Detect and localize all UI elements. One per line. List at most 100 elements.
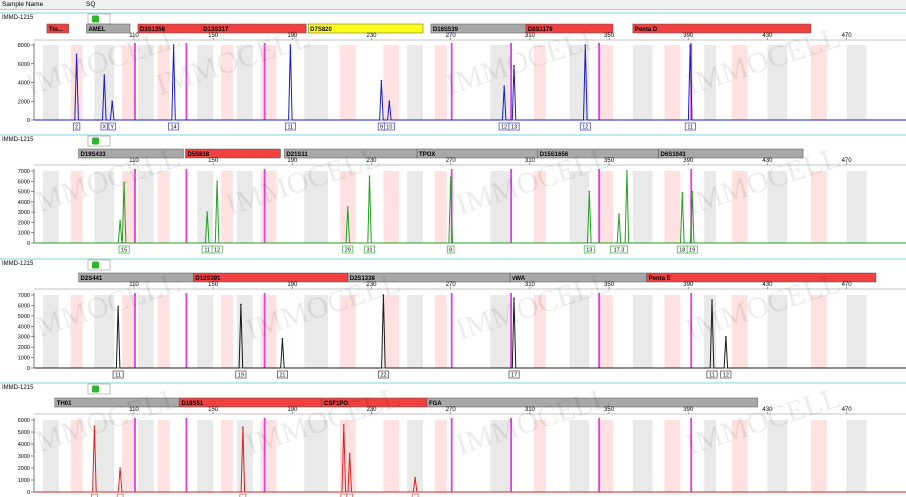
- allele-call-box[interactable]: [447, 245, 455, 254]
- allele-bin: [767, 295, 788, 368]
- marker-d5s818[interactable]: [185, 148, 281, 159]
- peak-mark: [348, 452, 351, 455]
- allele-bin: [407, 295, 423, 368]
- allele-bin: [339, 45, 356, 120]
- marker-penta-d[interactable]: [632, 23, 812, 34]
- y-tick-label: 5000: [18, 430, 30, 436]
- x-tick-label: 190: [287, 282, 298, 288]
- allele-call-box[interactable]: [364, 245, 375, 254]
- allele-call-box[interactable]: [211, 245, 223, 254]
- peak-mark: [588, 190, 591, 193]
- x-tick-label: 230: [367, 33, 378, 39]
- allele-call-box[interactable]: [284, 122, 296, 131]
- y-tick-label: 8000: [18, 43, 30, 49]
- allele-call-label: 12: [723, 373, 729, 379]
- x-tick-label: 270: [446, 158, 457, 164]
- allele-call-box[interactable]: [686, 245, 698, 254]
- allele-bin: [70, 295, 83, 368]
- y-tick-label: 0: [27, 490, 30, 496]
- allele-call-box[interactable]: [684, 122, 696, 131]
- allele-call-box[interactable]: [508, 122, 520, 131]
- allele-call-box[interactable]: [411, 493, 419, 497]
- marker-d8s1179[interactable]: [525, 23, 614, 34]
- sq-column-header[interactable]: SQ: [86, 1, 96, 8]
- peak-mark: [618, 213, 620, 215]
- sample-name-column-header[interactable]: Sample Name: [2, 1, 44, 8]
- allele-call-box[interactable]: [91, 493, 98, 497]
- marker-d6s1043[interactable]: [658, 148, 804, 159]
- x-tick-label: 230: [367, 158, 378, 164]
- y-tick-label: 4000: [18, 442, 30, 448]
- marker-d13s317[interactable]: [201, 23, 307, 34]
- allele-call-box[interactable]: [342, 245, 354, 254]
- allele-bin: [767, 45, 788, 120]
- marker-d19s433[interactable]: [78, 148, 184, 159]
- allele-bin: [407, 420, 423, 492]
- allele-bin: [383, 45, 400, 120]
- allele-call-box[interactable]: [346, 493, 354, 497]
- allele-bin: [597, 420, 614, 492]
- allele-bin: [70, 171, 83, 243]
- allele-call-box[interactable]: [609, 245, 628, 254]
- marker-label: D5S818: [187, 152, 209, 158]
- allele-call-box[interactable]: [340, 493, 348, 497]
- allele-call-box[interactable]: [720, 370, 732, 379]
- x-tick-label: 390: [683, 282, 694, 288]
- allele-call-box[interactable]: [72, 122, 81, 131]
- marker-label: Penta E: [649, 276, 671, 282]
- allele-call-label: 17: [511, 373, 517, 379]
- watermark-text: IMMOCELL: [452, 381, 614, 462]
- x-tick-label: 470: [842, 407, 853, 413]
- marker-label: D2S441: [81, 276, 103, 282]
- allele-bin: [704, 420, 716, 492]
- allele-bin: [122, 295, 134, 368]
- allele-call-box[interactable]: [706, 370, 718, 379]
- peak-mark: [103, 74, 106, 76]
- allele-call-box[interactable]: [100, 122, 108, 131]
- marker-label: D19S433: [81, 152, 107, 158]
- allele-call-box[interactable]: [235, 370, 247, 379]
- play-icon[interactable]: [92, 15, 99, 23]
- allele-call-box[interactable]: [112, 370, 124, 379]
- marker-tio-[interactable]: [46, 23, 69, 34]
- peak-mark: [240, 303, 242, 306]
- play-icon[interactable]: [92, 385, 99, 393]
- allele-call-box[interactable]: [377, 370, 389, 379]
- allele-call-box[interactable]: [579, 122, 591, 131]
- x-tick-label: 470: [842, 282, 853, 288]
- y-tick-label: 3000: [18, 210, 30, 216]
- allele-call-box[interactable]: [108, 122, 116, 131]
- peak-mark: [691, 190, 694, 193]
- allele-call-box[interactable]: [239, 493, 247, 497]
- allele-call-box[interactable]: [118, 245, 130, 254]
- peak-mark: [513, 297, 515, 299]
- marker-amel[interactable]: [86, 23, 131, 34]
- x-tick-label: 270: [446, 282, 457, 288]
- y-tick-label: 1000: [18, 356, 30, 362]
- marker-fga[interactable]: [426, 397, 758, 408]
- signal-trace: [35, 170, 906, 244]
- allele-call-box[interactable]: [277, 370, 288, 379]
- allele-call-box[interactable]: [116, 493, 124, 497]
- x-tick-label: 150: [208, 407, 219, 413]
- play-icon[interactable]: [92, 137, 99, 145]
- allele-call-label: X: [102, 125, 106, 131]
- allele-bin: [122, 45, 134, 120]
- x-tick-label: 310: [525, 282, 536, 288]
- allele-call-box[interactable]: [383, 122, 395, 131]
- allele-bin: [383, 171, 400, 243]
- play-icon[interactable]: [92, 261, 99, 269]
- allele-call-box[interactable]: [168, 122, 179, 131]
- allele-bin: [846, 45, 867, 120]
- y-tick-label: 1000: [18, 478, 30, 484]
- allele-call-label: 19: [238, 373, 244, 379]
- allele-bin: [122, 420, 134, 492]
- allele-call-box[interactable]: [583, 245, 595, 254]
- allele-bin: [197, 420, 214, 492]
- marker-d7s820[interactable]: [307, 23, 424, 34]
- allele-call-box[interactable]: [508, 370, 520, 379]
- column-header-bar: Sample Name SQ: [0, 0, 906, 10]
- marker-penta-e[interactable]: [646, 272, 877, 283]
- allele-bin: [157, 295, 170, 368]
- allele-bin: [664, 295, 681, 368]
